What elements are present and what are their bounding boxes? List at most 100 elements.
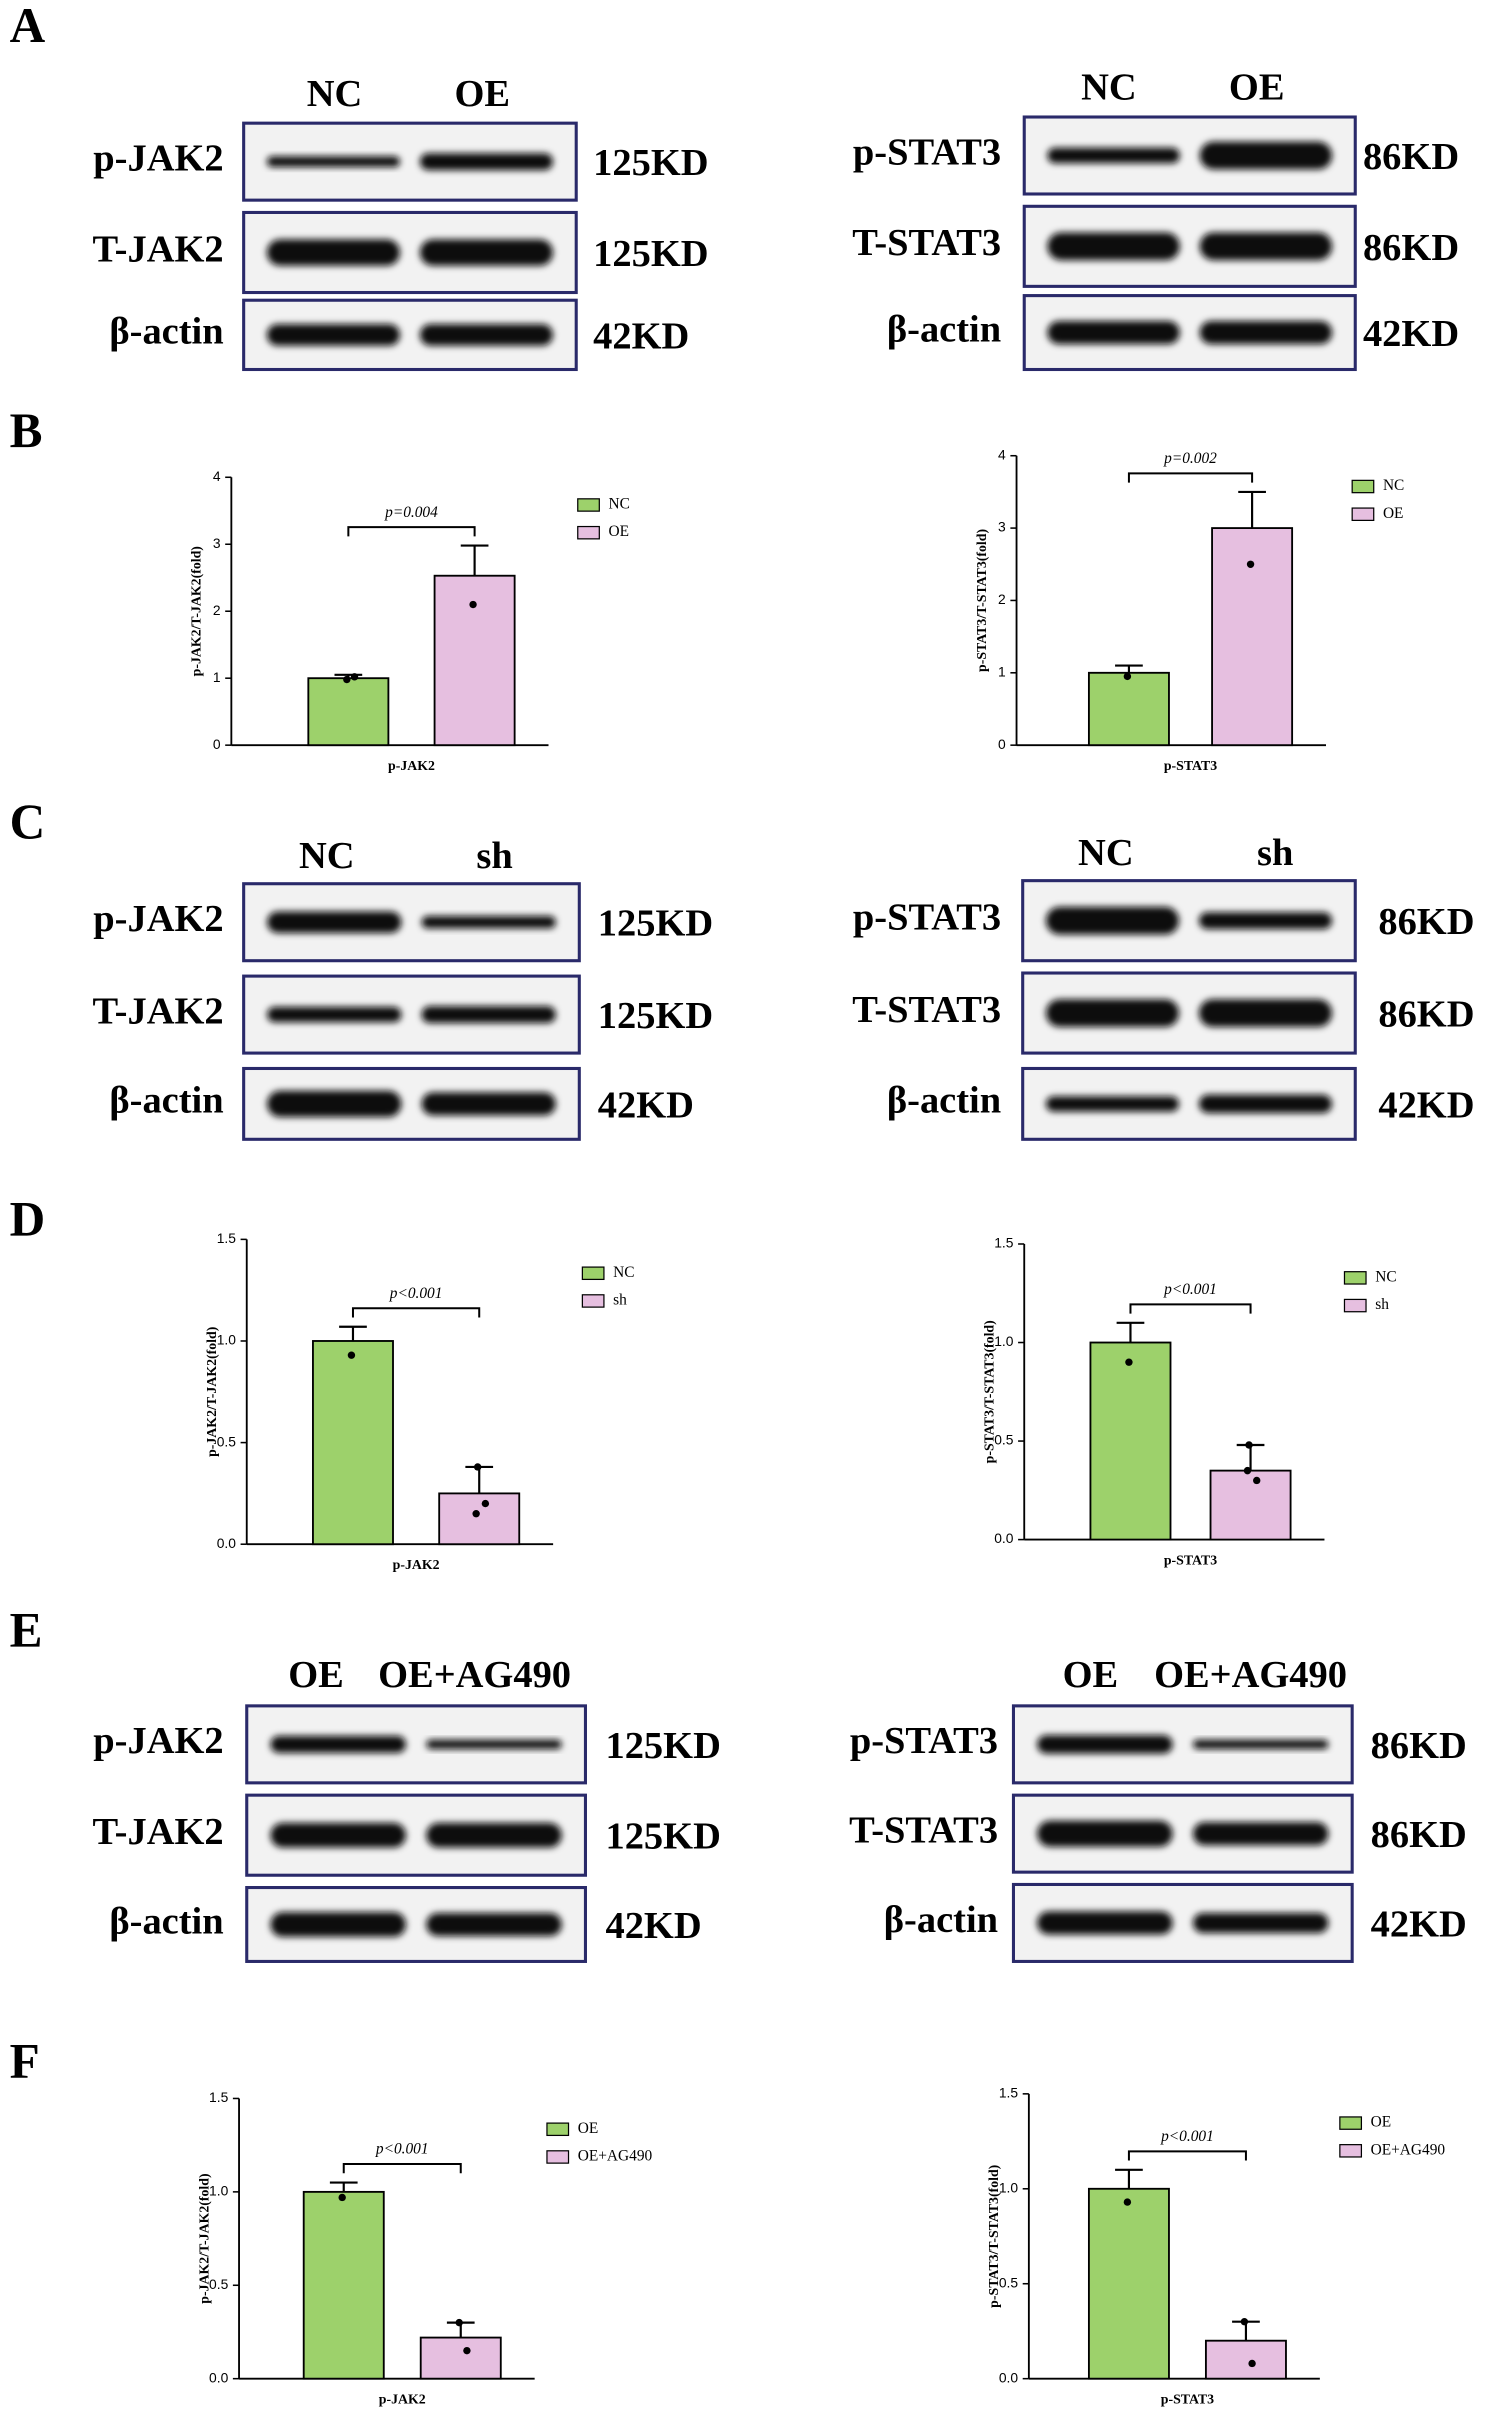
y-tick-label: 0.5 — [209, 2276, 229, 2292]
y-tick-label: 0.0 — [217, 1535, 237, 1551]
y-tick-label: 1.0 — [994, 1333, 1014, 1349]
data-point — [1243, 1466, 1252, 1475]
row-label: T-JAK2 — [93, 990, 224, 1032]
legend-label: OE+AG490 — [1371, 2141, 1446, 2158]
lane-label: NC — [307, 73, 363, 115]
legend-swatch — [546, 2150, 570, 2164]
x-tick-label: p-JAK2 — [379, 2391, 426, 2406]
y-tick-label: 0 — [998, 736, 1006, 752]
bar — [1209, 1469, 1292, 1541]
band — [1037, 1735, 1173, 1754]
band — [266, 324, 400, 346]
size-label: 125KD — [605, 1816, 720, 1858]
panel-label: D — [10, 1191, 46, 1246]
y-tick-label: 3 — [213, 535, 221, 551]
panel-label: E — [10, 1602, 43, 1657]
significance-bracket — [1129, 1303, 1252, 1314]
legend-label: OE — [609, 523, 630, 540]
band — [421, 1092, 556, 1116]
row-label: β-actin — [109, 1080, 223, 1122]
lane-label: sh — [1257, 832, 1293, 874]
data-point — [1123, 2198, 1132, 2206]
band — [419, 324, 553, 346]
row-label: β-actin — [887, 1080, 1001, 1122]
panel-label: B — [10, 403, 43, 458]
bar — [307, 677, 390, 747]
legend-swatch — [1343, 1298, 1367, 1313]
band — [426, 1822, 562, 1848]
legend-swatch — [1351, 507, 1375, 521]
band — [419, 239, 553, 266]
y-tick-label: 0.0 — [999, 2369, 1019, 2385]
p-value: p=0.004 — [384, 504, 438, 521]
size-label: 125KD — [593, 142, 708, 184]
significance-bracket — [1127, 472, 1254, 483]
data-point — [343, 675, 351, 684]
lane-label: OE — [1229, 67, 1285, 109]
data-point — [473, 1463, 482, 1471]
band — [267, 1006, 402, 1023]
bar — [1087, 2187, 1170, 2380]
size-label: 42KD — [1363, 313, 1459, 355]
band — [1192, 1822, 1329, 1846]
error-bar — [1115, 664, 1143, 673]
size-label: 86KD — [1371, 1814, 1467, 1856]
y-tick-label: 1.0 — [217, 1332, 237, 1348]
y-axis-label: p-STAT3/T-STAT3(fold) — [982, 1320, 998, 1463]
size-label: 86KD — [1371, 1725, 1467, 1767]
legend-swatch — [1351, 479, 1375, 494]
data-point — [350, 673, 359, 681]
y-tick-label: 1.0 — [209, 2183, 229, 2199]
lane-label: OE+AG490 — [378, 1654, 571, 1696]
row-label: β-actin — [109, 1900, 223, 1942]
y-axis-label: p-STAT3/T-STAT3(fold) — [974, 529, 990, 672]
x-tick-label: p-STAT3 — [1161, 2391, 1214, 2406]
band — [270, 1822, 406, 1848]
panel-label: A — [10, 0, 46, 53]
band — [1037, 1911, 1173, 1935]
data-point — [1248, 2359, 1256, 2368]
row-label: T-STAT3 — [852, 989, 1001, 1031]
legend-label: NC — [1375, 1268, 1396, 1285]
size-label: 42KD — [598, 1084, 694, 1126]
p-value: p=0.002 — [1163, 450, 1217, 467]
legend-label: OE+AG490 — [578, 2147, 653, 2164]
band — [270, 1912, 406, 1937]
y-axis-label: p-STAT3/T-STAT3(fold) — [986, 2165, 1002, 2308]
lane-label: NC — [1078, 832, 1134, 874]
data-point — [463, 2346, 471, 2355]
band — [1199, 232, 1333, 261]
p-value: p<0.001 — [1160, 2128, 1214, 2145]
error-bar — [329, 2181, 358, 2192]
error-bar — [339, 1325, 367, 1341]
band — [1198, 912, 1332, 930]
legend-swatch — [577, 498, 600, 512]
x-tick-label: p-STAT3 — [1164, 1552, 1217, 1567]
y-tick-label: 1.5 — [217, 1230, 237, 1246]
p-value: p<0.001 — [1163, 1281, 1217, 1298]
row-label: p-JAK2 — [93, 898, 223, 940]
band — [1037, 1820, 1173, 1847]
error-bar — [1238, 490, 1266, 529]
bar — [419, 2336, 502, 2380]
bar — [1089, 1341, 1172, 1541]
data-point — [1245, 1441, 1253, 1449]
lane-label: OE — [1063, 1654, 1119, 1696]
data-point — [1123, 672, 1132, 681]
data-point — [338, 2193, 346, 2202]
row-label: T-JAK2 — [93, 228, 224, 270]
y-tick-label: 1 — [998, 663, 1006, 679]
y-tick-label: 1.5 — [209, 2089, 229, 2105]
size-label: 125KD — [598, 903, 713, 945]
lane-label: NC — [299, 835, 355, 877]
band — [1047, 147, 1180, 164]
band — [266, 239, 400, 266]
legend-label: OE — [1383, 505, 1404, 522]
legend-label: NC — [609, 496, 630, 513]
band — [1192, 1912, 1329, 1933]
error-bar — [1116, 1321, 1145, 1343]
error-bar — [1115, 2168, 1143, 2189]
legend-label: sh — [613, 1291, 627, 1308]
size-label: 42KD — [605, 1905, 701, 1947]
lane-label: OE — [288, 1654, 344, 1696]
